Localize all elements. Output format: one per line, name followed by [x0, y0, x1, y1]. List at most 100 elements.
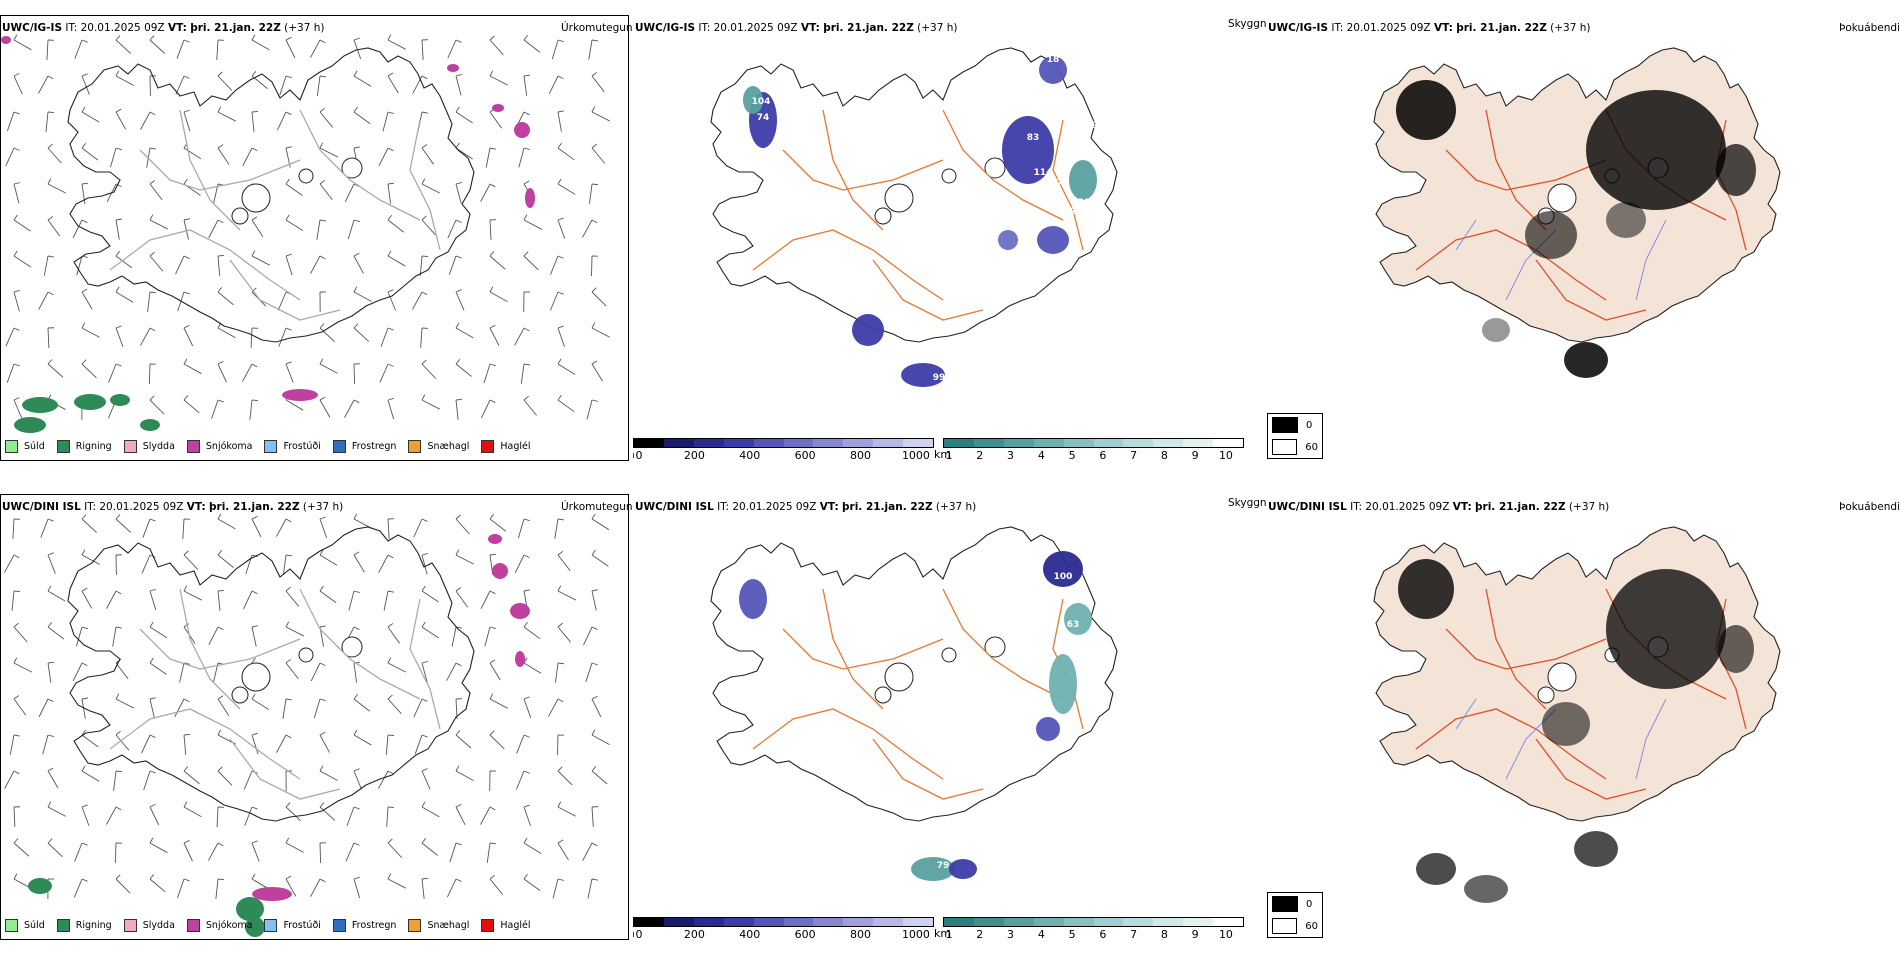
- wind-barb: [250, 400, 252, 420]
- wind-barb: [422, 400, 440, 409]
- visibility-value-label: 115: [969, 191, 988, 201]
- wind-barb: [481, 591, 490, 609]
- road-line: [753, 230, 943, 300]
- fog-area: [1716, 144, 1756, 196]
- wind-barb: [486, 148, 490, 168]
- glacier-outline: [1548, 663, 1576, 691]
- wind-barb-flag: [14, 290, 20, 292]
- wind-barb-flag: [218, 696, 223, 699]
- cloud-map-top: [1266, 0, 1899, 475]
- wind-barb-flag: [388, 555, 393, 558]
- wind-barb: [354, 292, 372, 301]
- wind-barb-flag: [388, 251, 391, 256]
- wind-barb: [311, 256, 320, 274]
- wind-barb: [524, 220, 542, 229]
- wind-barb: [38, 76, 48, 94]
- wind-barb-flag: [320, 143, 323, 148]
- wind-barb: [549, 76, 558, 94]
- wind-barb: [114, 771, 116, 791]
- wind-barb-flag: [252, 733, 258, 735]
- wind-barb: [592, 591, 596, 611]
- wind-barb-flag: [150, 771, 156, 773]
- legend-label: Súld: [24, 441, 45, 452]
- wind-barb: [592, 364, 602, 381]
- wind-barb-flag: [48, 662, 54, 663]
- wind-barb-flag: [456, 663, 461, 666]
- cloud-legend-label: 0: [1306, 899, 1312, 910]
- panel-title-cloud-top: Þokuábendi: [1839, 22, 1899, 34]
- wind-barb: [388, 519, 389, 539]
- panel-title-precip-top: Úrkomutegund: [561, 22, 633, 34]
- wind-barb-flag: [286, 37, 291, 40]
- wind-barb-flag: [116, 771, 122, 772]
- wind-barb-flag: [490, 148, 496, 149]
- wind-barb-flag: [286, 215, 289, 220]
- wind-barb: [141, 112, 150, 130]
- wind-barb-flag: [252, 841, 258, 843]
- colorbar-tick-label: 6: [1099, 449, 1106, 462]
- cloud-panel-bottom: UWC/DINI ISL IT: 20.01.2025 09Z VT: þri.…: [1266, 479, 1899, 954]
- wind-barb-flag: [490, 71, 493, 76]
- wind-barb-flag: [252, 400, 258, 401]
- legend-swatch: [5, 919, 18, 932]
- fog-area: [1416, 853, 1456, 885]
- wind-barb-flag: [524, 805, 530, 807]
- wind-barb-flag: [592, 730, 595, 735]
- rain-area: [110, 394, 130, 406]
- wind-barb-flag: [82, 360, 86, 364]
- legend-item: Slydda: [124, 440, 175, 453]
- legend-label: Snæhagl: [427, 441, 469, 452]
- wind-barb-flag: [422, 179, 425, 184]
- wind-barb-flag: [422, 586, 425, 591]
- wind-barb-flag: [558, 76, 563, 79]
- wind-barb: [480, 807, 490, 825]
- wind-barb: [422, 879, 424, 899]
- wind-barb: [354, 555, 364, 572]
- wind-barb: [514, 328, 524, 346]
- wind-barb-flag: [218, 767, 222, 771]
- wind-barb-flag: [558, 359, 561, 364]
- wind-barb-flag: [320, 180, 325, 184]
- legend-swatch: [57, 919, 70, 932]
- colorbar-tick-label: 1000: [902, 928, 930, 941]
- wind-barb: [320, 328, 335, 342]
- wind-barb-flag: [218, 730, 221, 735]
- rain-area: [28, 878, 52, 894]
- cloud-legend-row: 0: [1268, 893, 1322, 915]
- wind-barb: [555, 519, 558, 539]
- fog-area: [1464, 875, 1508, 903]
- colorbar-tick-label: 0: [636, 928, 643, 941]
- wind-barb: [447, 663, 456, 681]
- wind-barb: [106, 807, 116, 825]
- wind-barb-flag: [388, 624, 393, 627]
- wind-barb-flag: [490, 554, 496, 555]
- wind-barb: [345, 400, 354, 418]
- wind-barb-flag: [490, 843, 496, 844]
- wind-barb: [345, 184, 354, 202]
- wind-barb: [116, 220, 119, 240]
- wind-barb-flag: [286, 519, 291, 522]
- wind-barb: [184, 220, 188, 239]
- wind-barb-flag: [456, 588, 461, 591]
- wind-barb-flag: [490, 514, 494, 519]
- rain-area: [74, 394, 106, 410]
- vis-m-colorbar-bottom: 02004006008001000m: [633, 917, 934, 941]
- wind-barb-flag: [524, 590, 530, 591]
- wind-barb: [252, 735, 258, 754]
- legend-swatch: [264, 440, 277, 453]
- colorbar-tick-label: 200: [684, 928, 705, 941]
- wind-barb: [386, 735, 388, 755]
- legend-swatch: [408, 440, 421, 453]
- wind-barb: [150, 256, 163, 271]
- legend-label: Rigning: [76, 441, 112, 452]
- wind-barb: [113, 627, 116, 647]
- wind-barb: [320, 364, 338, 373]
- legend-swatch: [124, 919, 137, 932]
- road-line: [110, 230, 300, 300]
- wind-barb-flag: [422, 553, 428, 555]
- wind-barb: [485, 627, 490, 646]
- wind-barb-flag: [456, 730, 460, 735]
- visibility-value-label: 18: [1047, 55, 1060, 65]
- wind-barb: [279, 328, 286, 347]
